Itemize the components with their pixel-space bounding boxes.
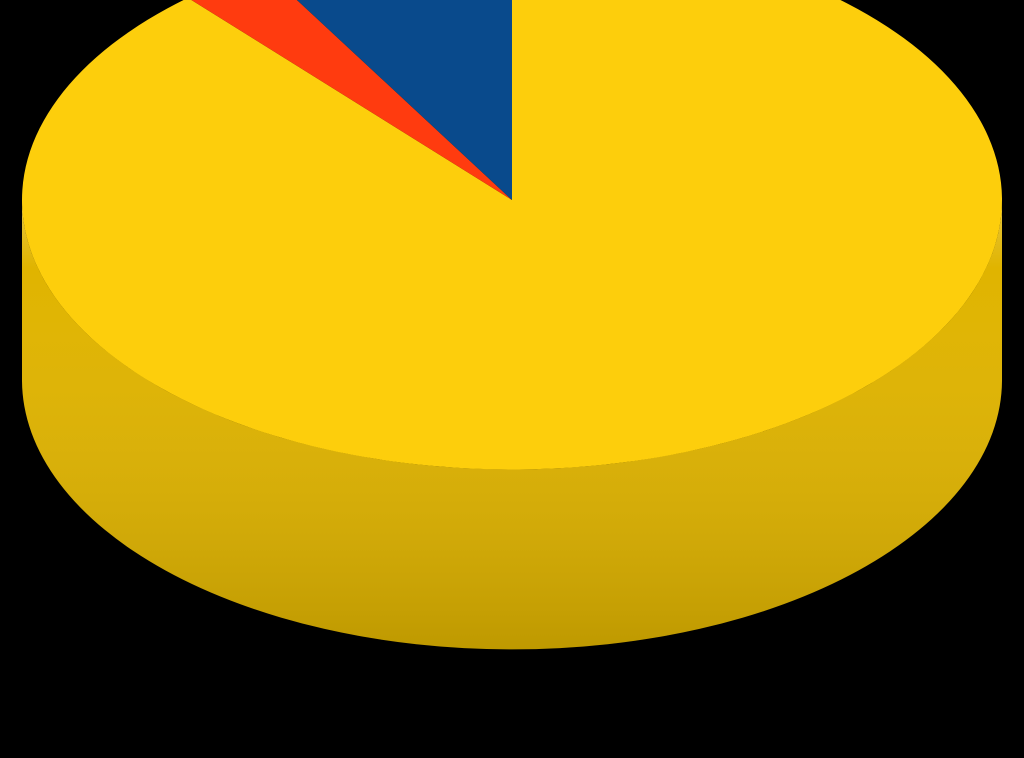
pie-chart-svg: [0, 0, 1024, 758]
pie-chart-3d: [0, 0, 1024, 758]
